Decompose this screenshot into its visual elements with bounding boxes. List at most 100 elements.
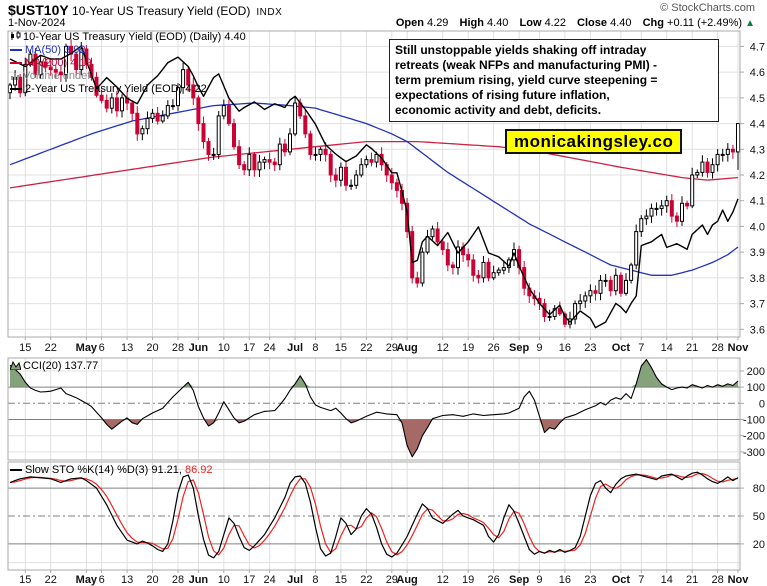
svg-text:9: 9 <box>536 574 542 586</box>
svg-text:3.7: 3.7 <box>750 299 765 311</box>
sto-legend-label: Slow STO %K(14) %D(3) 91.21, <box>25 464 182 476</box>
svg-text:13: 13 <box>121 574 133 586</box>
svg-text:28: 28 <box>172 574 184 586</box>
svg-text:Oct: Oct <box>612 342 631 354</box>
header-row: $UST10Y 10-Year US Treasury Yield (EOD) I… <box>8 2 759 18</box>
svg-text:4.7: 4.7 <box>750 41 765 53</box>
ma50-line-swatch <box>10 49 22 52</box>
chg-value: +0.11 (+2.49%) <box>667 17 743 29</box>
cci-legend-label: CCI(20) 137.77 <box>23 360 99 372</box>
svg-text:16: 16 <box>559 342 571 354</box>
svg-text:16: 16 <box>559 574 571 586</box>
quote-readout: Open 4.29 High 4.40 Low 4.22 Close 4.40 … <box>388 17 755 29</box>
svg-text:28: 28 <box>172 342 184 354</box>
chg-label: Chg <box>642 17 664 29</box>
svg-text:10: 10 <box>218 342 230 354</box>
svg-text:100: 100 <box>747 382 765 394</box>
svg-text:15: 15 <box>19 574 31 586</box>
legend-series1-label: 10-Year US Treasury Yield (EOD) (Daily) … <box>23 31 246 43</box>
svg-text:26: 26 <box>488 342 500 354</box>
svg-text:28: 28 <box>712 342 724 354</box>
svg-text:-200: -200 <box>743 431 765 443</box>
legend-ma200: MA(200) 4.19 <box>10 57 246 70</box>
svg-text:Jul: Jul <box>287 574 303 586</box>
svg-text:7: 7 <box>638 574 644 586</box>
svg-text:Nov: Nov <box>728 342 750 354</box>
svg-text:13: 13 <box>121 342 133 354</box>
volume-icon <box>10 70 21 84</box>
svg-text:20: 20 <box>146 342 158 354</box>
legend-ma50: MA(50) 3.92 <box>10 44 246 57</box>
open-value: 4.29 <box>427 17 449 29</box>
svg-text:4.0: 4.0 <box>750 221 765 233</box>
svg-text:26: 26 <box>488 574 500 586</box>
candlestick-icon <box>10 31 21 45</box>
watermark-badge: monicakingsley.co <box>505 129 683 154</box>
svg-text:200: 200 <box>747 366 765 378</box>
svg-text:24: 24 <box>264 574 276 586</box>
ma200-line-swatch <box>10 62 22 65</box>
series2-line-swatch <box>10 88 22 91</box>
main-legend: 10-Year US Treasury Yield (EOD) (Daily) … <box>10 31 246 96</box>
svg-text:15: 15 <box>335 574 347 586</box>
symbol: $UST10Y <box>8 2 69 18</box>
svg-text:-300: -300 <box>743 447 765 459</box>
sto-legend-d-value: 86.92 <box>181 464 213 476</box>
svg-text:Jun: Jun <box>189 574 209 586</box>
sto-legend: Slow STO %K(14) %D(3) 91.21, 86.92 <box>10 464 213 476</box>
legend-volume: Volume undef <box>10 70 246 83</box>
low-label: Low <box>519 17 542 29</box>
svg-text:14: 14 <box>661 342 673 354</box>
svg-text:3.8: 3.8 <box>750 273 765 285</box>
svg-text:22: 22 <box>360 342 372 354</box>
svg-text:12: 12 <box>437 574 449 586</box>
svg-text:80: 80 <box>753 483 765 495</box>
svg-text:Nov: Nov <box>728 574 750 586</box>
svg-text:4.3: 4.3 <box>750 144 765 156</box>
exchange-label: INDX <box>256 7 283 18</box>
svg-text:20: 20 <box>146 574 158 586</box>
svg-text:50: 50 <box>753 511 765 523</box>
svg-text:4.2: 4.2 <box>750 170 765 182</box>
chart-title: 10-Year US Treasury Yield (EOD) <box>72 4 251 18</box>
svg-text:Sep: Sep <box>509 342 529 354</box>
svg-text:22: 22 <box>45 574 57 586</box>
svg-text:20: 20 <box>753 539 765 551</box>
svg-text:Sep: Sep <box>509 574 529 586</box>
svg-text:23: 23 <box>584 342 596 354</box>
legend-series2: 2-Year US Treasury Yield (EOD) 4.22 <box>10 83 246 96</box>
svg-text:May: May <box>76 342 98 354</box>
svg-text:24: 24 <box>264 342 276 354</box>
svg-text:14: 14 <box>661 574 673 586</box>
svg-text:10: 10 <box>218 574 230 586</box>
svg-text:4.4: 4.4 <box>750 119 765 131</box>
low-value: 4.22 <box>544 17 566 29</box>
svg-text:6: 6 <box>99 342 105 354</box>
cci-legend: CCI(20) 137.77 <box>9 360 99 373</box>
svg-text:28: 28 <box>712 574 724 586</box>
legend-series2-label: 2-Year US Treasury Yield (EOD) 4.22 <box>25 83 207 95</box>
svg-text:21: 21 <box>686 574 698 586</box>
indicator-icon <box>9 360 22 373</box>
svg-text:Jul: Jul <box>287 342 303 354</box>
legend-series1: 10-Year US Treasury Yield (EOD) (Daily) … <box>10 31 246 44</box>
svg-text:8: 8 <box>312 342 318 354</box>
svg-text:3.9: 3.9 <box>750 247 765 259</box>
svg-text:19: 19 <box>462 342 474 354</box>
svg-text:9: 9 <box>536 342 542 354</box>
annotation-box: Still unstoppable yields shaking off int… <box>389 39 719 122</box>
svg-text:19: 19 <box>462 574 474 586</box>
svg-text:8: 8 <box>312 574 318 586</box>
svg-text:12: 12 <box>437 342 449 354</box>
svg-text:17: 17 <box>243 574 255 586</box>
subheader-row: 1-Nov-2024 Open 4.29 High 4.40 Low 4.22 … <box>8 17 759 30</box>
legend-ma50-label: MA(50) 3.92 <box>25 44 86 56</box>
svg-text:29: 29 <box>386 342 398 354</box>
svg-text:17: 17 <box>243 342 255 354</box>
svg-text:3.6: 3.6 <box>750 324 765 336</box>
svg-text:23: 23 <box>584 574 596 586</box>
svg-text:15: 15 <box>335 342 347 354</box>
svg-text:Aug: Aug <box>396 342 417 354</box>
svg-text:4.5: 4.5 <box>750 93 765 105</box>
